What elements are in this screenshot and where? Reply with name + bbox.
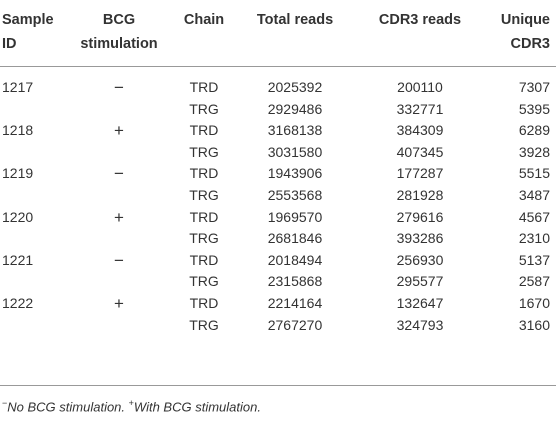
cdr3-reads: 295577 [396, 273, 444, 290]
unique-cdr3: 5137 [518, 251, 550, 268]
unique-cdr3: 3487 [518, 187, 550, 203]
unique-cdr3: 2310 [518, 230, 550, 247]
column-header: Sample ID [2, 12, 54, 52]
chain: TRD [189, 208, 219, 225]
chain: TRD [189, 165, 219, 182]
unique-cdr3: 3160 [518, 316, 550, 333]
total-reads: 1943906 [267, 165, 323, 182]
cdr3-reads: 393286 [396, 230, 444, 247]
footnote-text: No BCG stimulation. [7, 399, 126, 415]
total-reads: 2553568 [267, 187, 323, 203]
bcg-status: − [114, 164, 124, 184]
cdr3-reads: 177287 [396, 165, 444, 182]
unique-cdr3: 2587 [518, 273, 550, 290]
cdr3-reads: 384309 [396, 122, 444, 139]
bcg-status: + [114, 121, 124, 141]
total-reads: 2214164 [267, 295, 323, 311]
unique-cdr3: 6289 [518, 122, 550, 139]
total-reads: 2018494 [267, 251, 323, 268]
unique-cdr3: 7307 [518, 79, 550, 95]
chain: TRD [189, 295, 219, 311]
bottom-rule [0, 385, 556, 386]
sample-id: 1222 [2, 295, 34, 311]
unique-cdr3: 4567 [518, 208, 550, 225]
column-header: Total reads [256, 12, 334, 28]
header-rule [0, 66, 556, 67]
cdr3-reads: 256930 [396, 251, 444, 268]
unique-cdr3: 3928 [518, 143, 550, 160]
unique-cdr3: 5515 [518, 165, 550, 182]
cdr3-reads: 279616 [396, 208, 444, 225]
column-header: Unique CDR3 [500, 12, 550, 52]
footnote-mark: − [2, 398, 8, 408]
total-reads: 3031580 [267, 143, 323, 160]
chain: TRG [189, 187, 219, 203]
total-reads: 1969570 [267, 208, 323, 225]
unique-cdr3: 1670 [518, 295, 550, 311]
chain: TRG [189, 100, 219, 117]
bcg-status: + [114, 294, 124, 313]
cdr3-reads: 281928 [396, 187, 444, 203]
total-reads: 2767270 [267, 316, 323, 333]
total-reads: 2315868 [267, 273, 323, 290]
chain: TRG [189, 143, 219, 160]
chain: TRG [189, 316, 219, 333]
footnote: −No BCG stimulation. +With BCG stimulati… [2, 398, 261, 414]
cdr3-reads: 332771 [396, 100, 444, 117]
column-header: CDR3 reads [378, 12, 462, 28]
total-reads: 2681846 [267, 230, 323, 247]
total-reads: 3168138 [267, 122, 323, 139]
cdr3-reads: 132647 [396, 295, 444, 311]
chain: TRG [189, 230, 219, 247]
column-header: Chain [183, 12, 225, 28]
chain: TRD [189, 122, 219, 139]
unique-cdr3: 5395 [518, 100, 550, 117]
sample-id: 1220 [2, 208, 34, 225]
chain: TRD [189, 251, 219, 268]
cdr3-reads: 407345 [396, 143, 444, 160]
footnote-mark: + [128, 398, 134, 408]
cdr3-reads: 324793 [396, 316, 444, 333]
cdr3-reads: 200110 [397, 79, 443, 95]
sample-id: 1219 [2, 165, 34, 182]
bcg-status: − [114, 250, 124, 270]
bcg-status: − [114, 78, 124, 97]
bcg-status: + [114, 207, 124, 227]
total-reads: 2929486 [267, 100, 323, 117]
sample-id: 1221 [2, 251, 34, 268]
footnote-text: With BCG stimulation. [133, 399, 261, 415]
total-reads: 2025392 [267, 79, 323, 95]
chain: TRG [189, 273, 219, 290]
chain: TRD [189, 79, 219, 95]
sample-id: 1217 [2, 79, 34, 95]
column-header: BCG stimulation [80, 12, 158, 52]
sample-id: 1218 [2, 122, 34, 139]
